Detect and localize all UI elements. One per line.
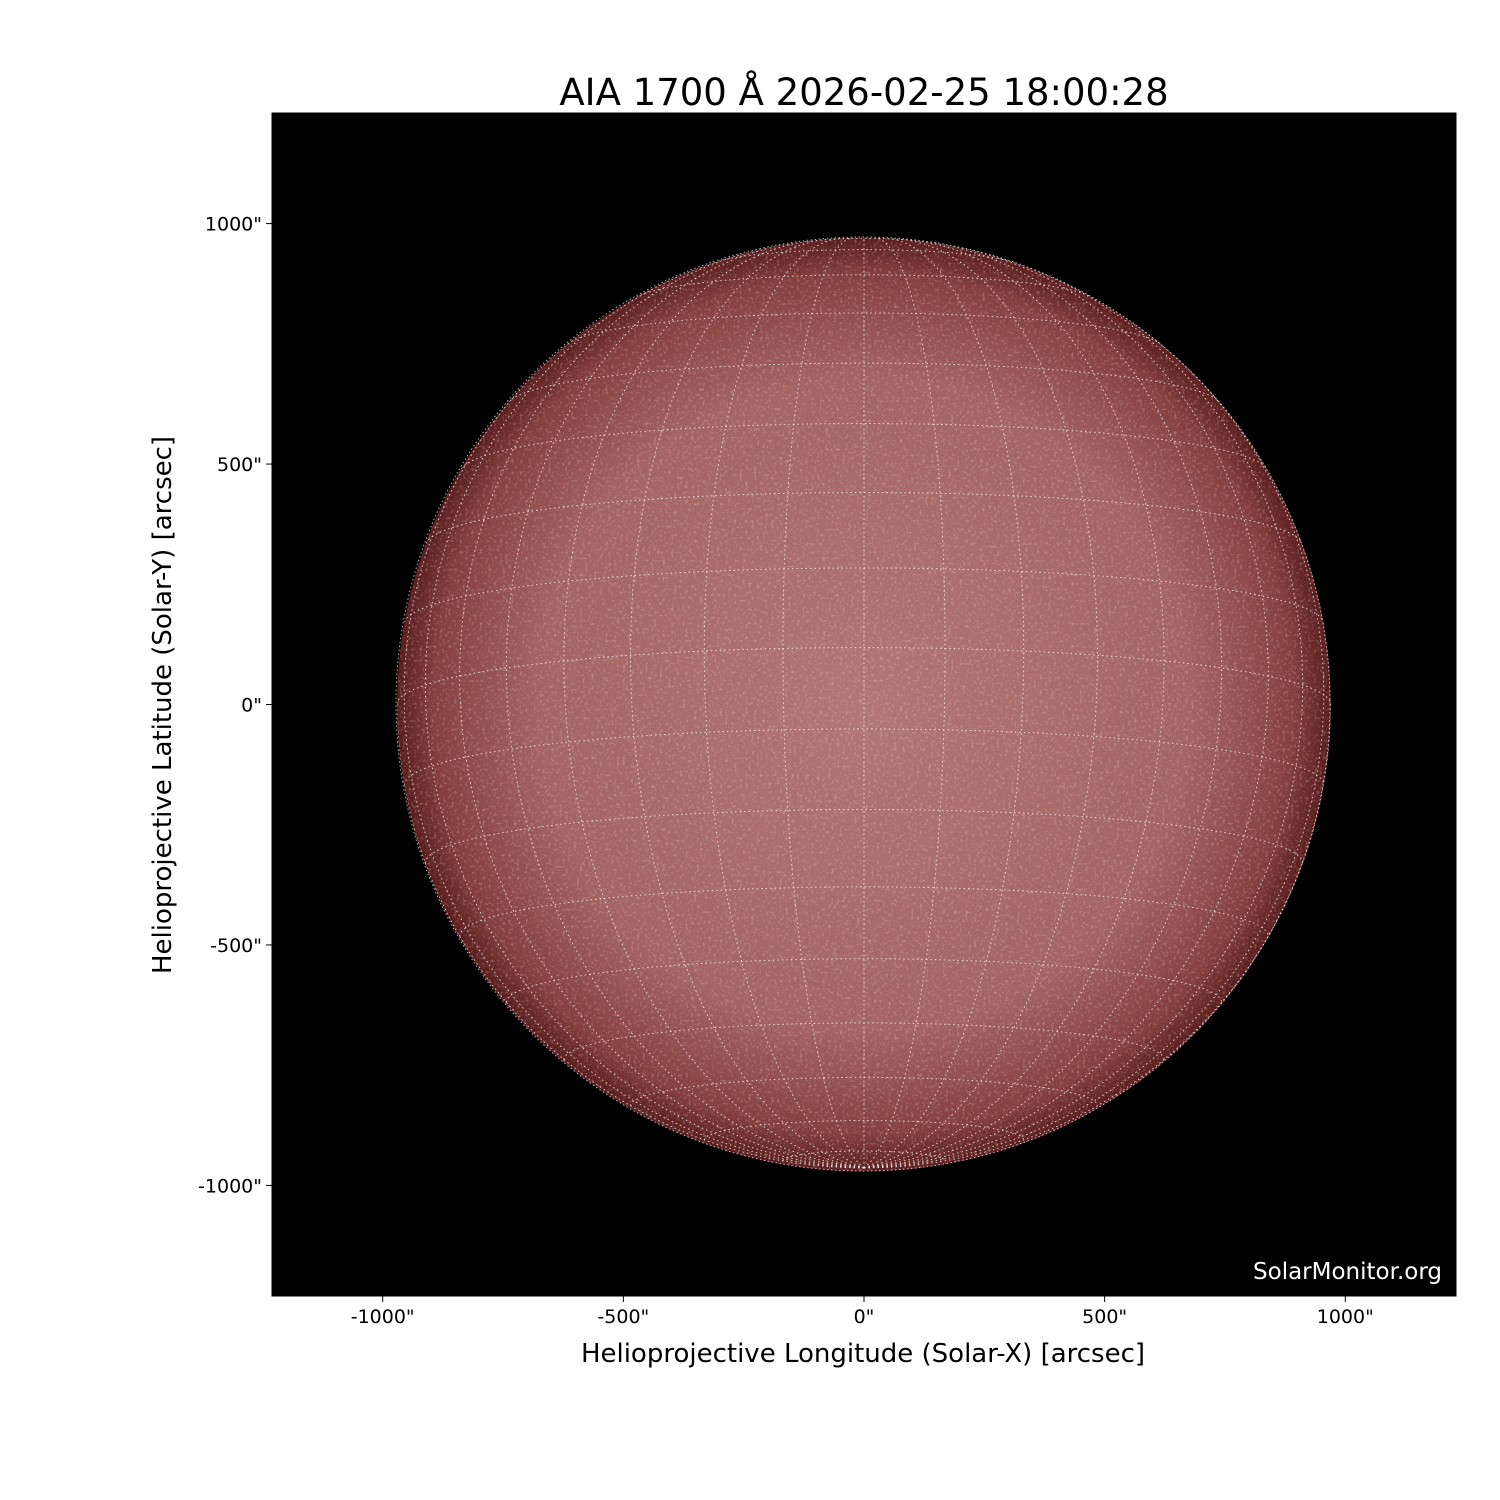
longitude-line [424,261,865,1169]
x-tick-label: -1000" [351,1306,415,1328]
x-tick-label: 0" [854,1306,875,1328]
x-axis-label: Helioprojective Longitude (Solar-X) [arc… [581,1339,1145,1369]
latitude-line [507,362,1221,403]
watermark: SolarMonitor.org [1253,1259,1442,1285]
longitude-line [630,238,865,1169]
y-tick-label: 500" [217,454,262,476]
x-tick-label: -500" [597,1306,649,1328]
limb-line [395,236,1331,1172]
longitude-line [863,261,1304,1169]
x-tick-label: 1000" [1317,1306,1374,1328]
heliographic-grid [397,237,1331,1169]
y-axis-label: Helioprojective Latitude (Solar-Y) [arcs… [148,436,178,974]
y-tick-label: 0" [241,695,262,717]
longitude-line [782,237,865,1169]
y-tick-label: -500" [210,935,262,957]
y-tick-label: 1000" [205,214,262,236]
longitude-line [397,704,865,1169]
latitude-line [782,1150,946,1161]
longitude-line [863,242,1223,1169]
latitude-line [460,423,1268,469]
longitude-line [863,323,1325,1169]
x-tick-label: 500" [1082,1306,1127,1328]
y-tick-label: -1000" [198,1175,262,1197]
longitude-line [863,237,946,1169]
longitude-line [403,323,865,1169]
longitude-line [863,704,1331,1169]
longitude-line [863,238,1098,1169]
chart-title: AIA 1700 Å 2026-02-25 18:00:28 [559,70,1168,114]
longitude-line [505,242,865,1169]
disk-texture [397,237,1330,1171]
